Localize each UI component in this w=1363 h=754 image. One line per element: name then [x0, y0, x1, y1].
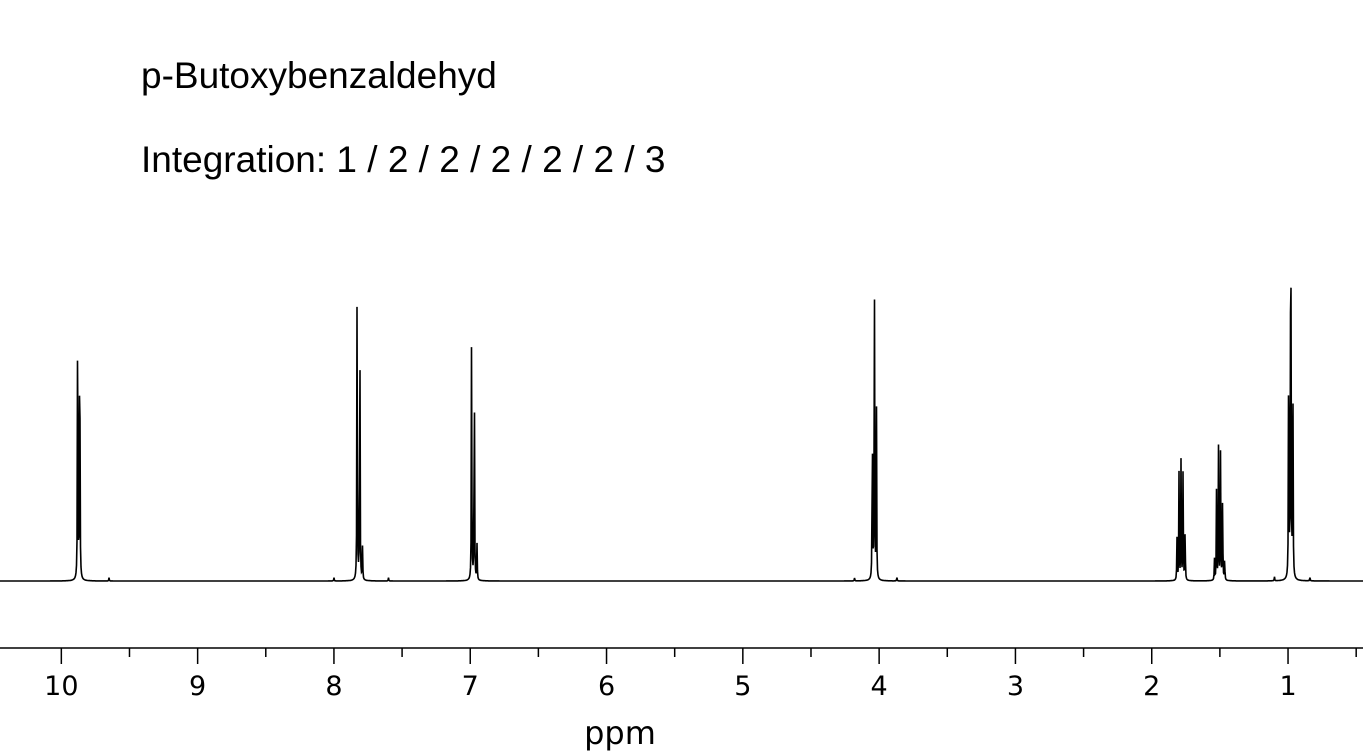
tick-label: 9	[189, 671, 206, 702]
tick-label: 7	[462, 671, 479, 702]
tick-label: 4	[871, 671, 888, 702]
tick-label: 2	[1143, 671, 1160, 702]
tick-label: 3	[1007, 671, 1024, 702]
x-axis-ticks	[60, 648, 1357, 664]
tick-label: 6	[598, 671, 615, 702]
tick-label: 5	[734, 671, 751, 702]
x-axis-tick-labels: 10 9 8 7 6 5 4 3 2 1	[44, 671, 1296, 702]
integration-subtitle: Integration: 1 / 2 / 2 / 2 / 2 / 2 / 3	[141, 139, 666, 180]
x-axis-label: ppm	[584, 714, 656, 752]
chart-title: p-Butoxybenzaldehyd	[141, 55, 497, 96]
tick-label: 10	[44, 671, 78, 702]
tick-label: 1	[1279, 671, 1296, 702]
tick-label: 8	[325, 671, 342, 702]
spectrum-trace	[0, 287, 1363, 582]
